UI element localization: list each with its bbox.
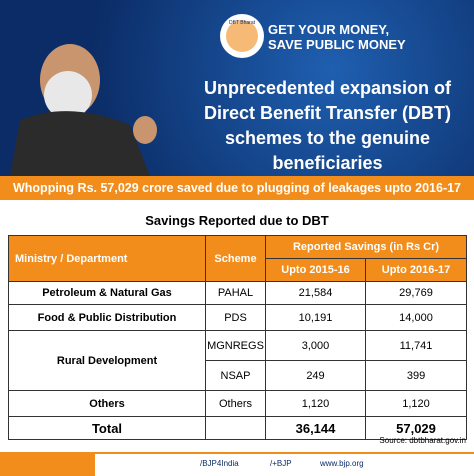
headline: schemes to the genuine beneficiaries <box>224 128 431 173</box>
value-cell: 10,191 <box>265 304 366 331</box>
banner: Whopping Rs. 57,029 crore saved due to p… <box>0 176 474 200</box>
headline: Unprecedented expansion of <box>203 78 452 98</box>
table: Ministry / Department Scheme Reported Sa… <box>8 235 468 440</box>
header-cell: Upto 2016-17 <box>364 258 468 282</box>
header-art <box>10 14 264 176</box>
slogan: SAVE PUBLIC MONEY <box>268 37 406 52</box>
value-cell: 1,120 <box>265 390 366 417</box>
scheme-cell: NSAP <box>205 360 266 391</box>
source: Source: dbtbharat.gov.in <box>379 436 466 445</box>
ministry-cell: Rural Development <box>8 330 206 391</box>
footer-handle: /BJP4India <box>200 459 239 468</box>
header-cell: Scheme <box>205 235 266 282</box>
value-cell: 249 <box>265 360 366 391</box>
header-cell: Ministry / Department <box>8 235 206 282</box>
total-value: 57,029 <box>364 416 468 440</box>
footer-site: www.bjp.org <box>320 459 364 468</box>
header-cell: Upto 2015-16 <box>265 258 366 282</box>
footer: /BJP4India /+BJP www.bjp.org <box>0 452 474 476</box>
scheme-cell: PDS <box>205 304 266 331</box>
value-cell: 3,000 <box>265 330 366 361</box>
header: DBT Bharat GET YOUR MONEY, SAVE PUBLIC M… <box>0 0 474 176</box>
total-value: 36,144 <box>265 416 366 440</box>
ministry-cell: Others <box>8 390 206 417</box>
value-cell: 14,000 <box>364 304 468 331</box>
logo-badge: DBT Bharat <box>228 20 256 26</box>
value-cell: 21,584 <box>265 281 366 305</box>
ministry-cell: Food & Public Distribution <box>8 304 206 331</box>
headline: Direct Benefit Transfer (DBT) <box>203 103 452 123</box>
value-cell: 399 <box>364 360 468 391</box>
value-cell: 11,741 <box>364 330 468 361</box>
scheme-cell: Others <box>205 390 266 417</box>
ministry-cell: Petroleum & Natural Gas <box>8 281 206 305</box>
footer-gplus: /+BJP <box>270 459 292 468</box>
scheme-cell: PAHAL <box>205 281 266 305</box>
value-cell: 29,769 <box>364 281 468 305</box>
header-cell: Reported Savings (in Rs Cr) <box>264 235 468 259</box>
value-cell: 1,120 <box>364 390 468 417</box>
table-title: Savings Reported due to DBT <box>145 213 329 228</box>
total-label: Total <box>8 416 206 440</box>
scheme-cell: MGNREGS <box>205 330 266 361</box>
slogan: GET YOUR MONEY, <box>268 22 390 37</box>
